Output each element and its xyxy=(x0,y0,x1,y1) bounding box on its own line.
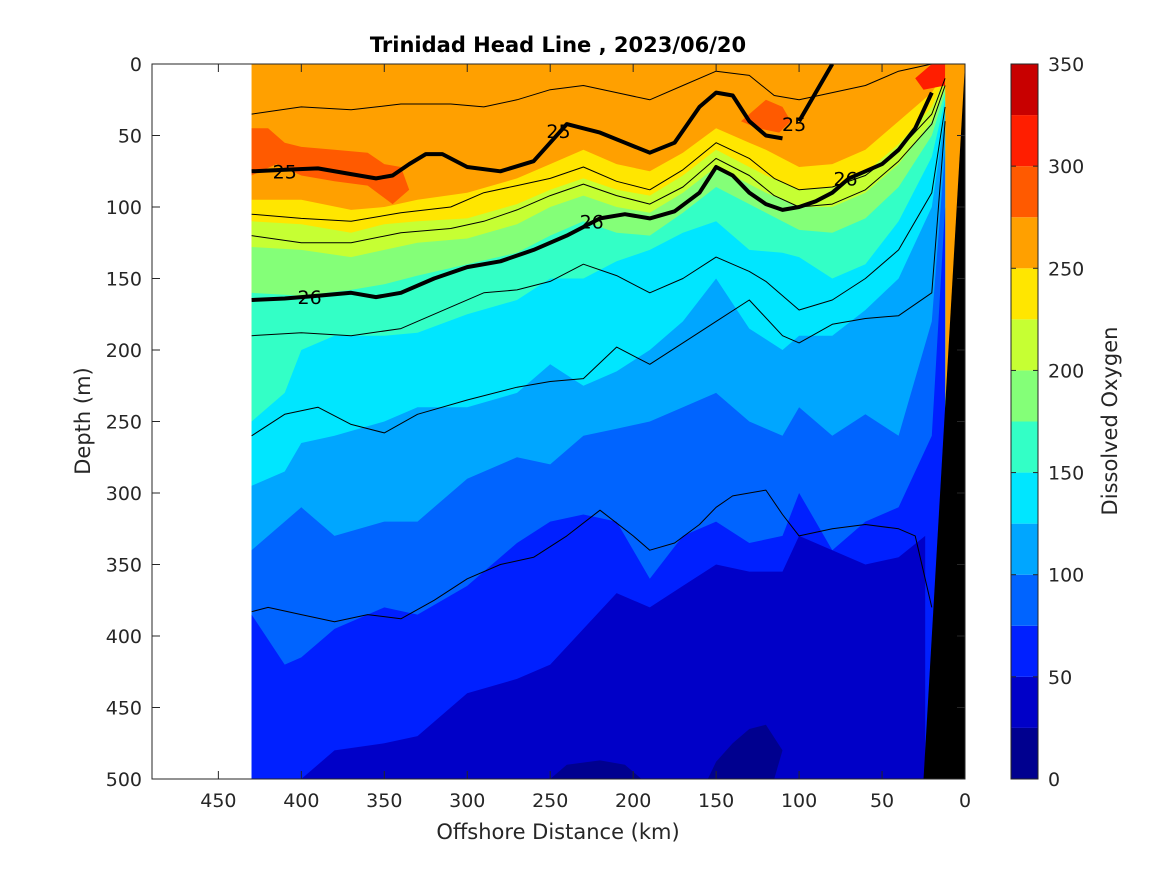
x-tick-label-250: 250 xyxy=(532,790,568,812)
density-contour-layer xyxy=(251,64,946,623)
y-tick-label-150: 150 xyxy=(106,269,142,291)
y-tick-label-400: 400 xyxy=(106,626,142,648)
chart-title: Trinidad Head Line , 2023/06/20 xyxy=(370,33,746,57)
density-contour-26-5 xyxy=(251,91,934,302)
y-tick-label-450: 450 xyxy=(106,698,142,720)
colorbar-tick-label-100: 100 xyxy=(1048,565,1084,587)
density-contour-25-7-4 xyxy=(251,85,946,244)
density-contour-25-2 xyxy=(797,64,835,123)
colorbar-swatch-100 xyxy=(1011,523,1038,575)
oxygen-patch-high-1 xyxy=(251,128,410,205)
oxygen-band-below-50 xyxy=(251,535,926,779)
x-tick-label-450: 450 xyxy=(200,790,236,812)
density-contour-25-1 xyxy=(251,90,783,181)
contour-label-1: 25 xyxy=(546,121,570,143)
colorbar-swatch-50 xyxy=(1011,625,1038,677)
colorbar-swatch-225 xyxy=(1011,268,1038,320)
contour-label-2: 25 xyxy=(782,114,806,136)
oxygen-patch-low-1 xyxy=(550,760,642,779)
x-tick-label-50: 50 xyxy=(870,790,894,812)
contour-label-layer: 25 25 25 26 26 26 xyxy=(273,114,858,309)
x-tick-label-100: 100 xyxy=(781,790,817,812)
y-axis-label: Depth (m) xyxy=(71,367,95,474)
density-contour-24-5-0 xyxy=(251,64,946,115)
contour-label-4: 26 xyxy=(580,211,604,233)
y-tick-label-200: 200 xyxy=(106,340,142,362)
density-contour-25-5-3 xyxy=(251,78,946,222)
x-tick-label-300: 300 xyxy=(449,790,485,812)
colorbar-swatch-325 xyxy=(1011,64,1038,116)
density-contour-26-3-6 xyxy=(251,106,946,337)
x-axis-ticks: 450 400 350 300 250 200 150 100 50 0 xyxy=(200,64,971,812)
colorbar-swatch-25 xyxy=(1011,676,1038,728)
colorbar-swatch-275 xyxy=(1011,166,1038,218)
x-axis-label: Offshore Distance (km) xyxy=(436,820,679,844)
contour-label-3: 26 xyxy=(298,287,322,309)
colorbar-ticks: 0 50 100 150 200 250 300 350 xyxy=(1011,54,1084,791)
x-tick-label-0: 0 xyxy=(959,790,971,812)
contour-label-5: 26 xyxy=(833,168,857,190)
colorbar-tick-label-150: 150 xyxy=(1048,463,1084,485)
x-tick-label-200: 200 xyxy=(615,790,651,812)
colorbar-swatch-0 xyxy=(1011,727,1038,779)
colorbar-frame xyxy=(1010,63,1039,780)
density-contour-26-5-7 xyxy=(251,121,946,437)
colorbar-swatch-250 xyxy=(1011,217,1038,269)
y-tick-label-0: 0 xyxy=(130,54,142,76)
y-axis-ticks: 0 50 100 150 200 250 300 350 400 450 500 xyxy=(106,54,965,791)
y-tick-label-250: 250 xyxy=(106,412,142,434)
colorbar-swatch-200 xyxy=(1011,319,1038,371)
contour-label-0: 25 xyxy=(273,161,297,183)
x-tick-label-350: 350 xyxy=(366,790,402,812)
colorbar-tick-label-250: 250 xyxy=(1048,258,1084,280)
x-tick-label-150: 150 xyxy=(698,790,734,812)
colorbar-tick-label-50: 50 xyxy=(1048,667,1072,689)
colorbar-tick-label-0: 0 xyxy=(1048,769,1060,791)
colorbar-swatch-125 xyxy=(1011,472,1038,524)
colorbar xyxy=(1010,63,1039,780)
y-tick-label-500: 500 xyxy=(106,769,142,791)
colorbar-swatch-75 xyxy=(1011,574,1038,626)
y-tick-label-50: 50 xyxy=(118,126,142,148)
oxygen-patch-low-2 xyxy=(707,724,783,779)
colorbar-tick-label-300: 300 xyxy=(1048,156,1084,178)
seafloor-wedge xyxy=(923,64,965,779)
seafloor-layer xyxy=(923,64,965,779)
colorbar-swatch-150 xyxy=(1011,421,1038,473)
density-contour-26-7-8 xyxy=(251,489,933,623)
colorbar-tick-label-200: 200 xyxy=(1048,360,1084,382)
colorbar-tick-label-350: 350 xyxy=(1048,54,1084,76)
x-tick-label-400: 400 xyxy=(283,790,319,812)
y-tick-label-300: 300 xyxy=(106,483,142,505)
y-tick-label-350: 350 xyxy=(106,555,142,577)
colorbar-swatch-175 xyxy=(1011,370,1038,422)
colorbar-swatch-300 xyxy=(1011,115,1038,167)
y-tick-label-100: 100 xyxy=(106,197,142,219)
oxygen-patch-high-3 xyxy=(915,64,946,90)
colorbar-label: Dissolved Oxygen xyxy=(1098,327,1122,516)
